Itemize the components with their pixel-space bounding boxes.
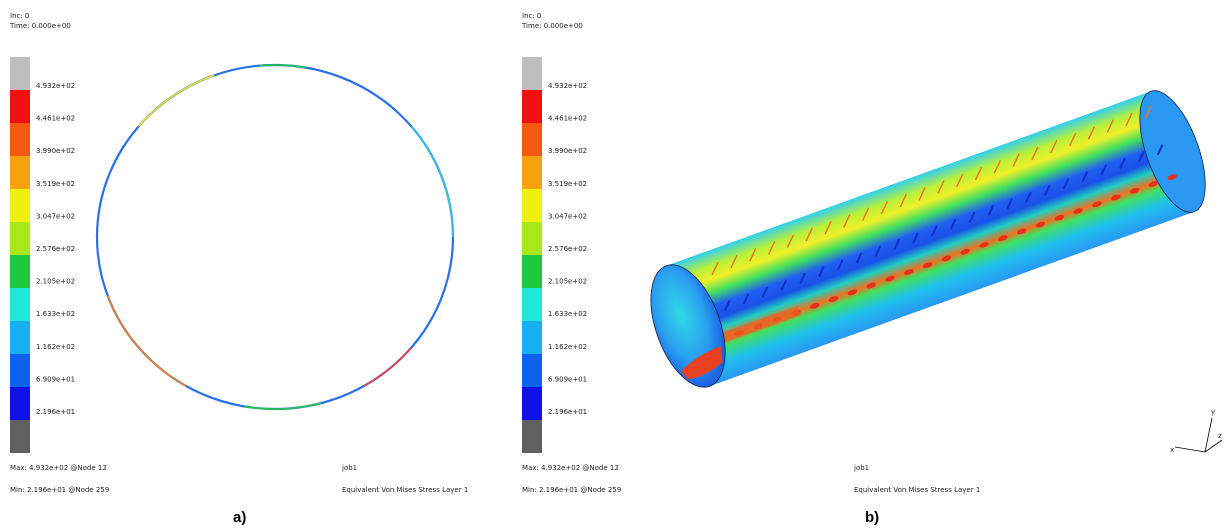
- min: Min: 2.196e+01 @Node 259: [522, 486, 621, 494]
- time: Time: 0.000e+00: [521, 22, 583, 30]
- legend-swatch: [522, 123, 542, 156]
- ring-segment: [259, 65, 305, 68]
- increment: Inc: 0: [10, 12, 29, 20]
- job: job1: [341, 464, 357, 472]
- legend-label: 2.105e+02: [548, 278, 587, 286]
- stress-ring: [97, 65, 453, 409]
- legend-swatch: [10, 156, 30, 189]
- job: job1: [853, 464, 869, 472]
- ring-segment: [244, 403, 321, 409]
- legend-swatch: [522, 222, 542, 255]
- legend-label: 1.633e+02: [548, 310, 587, 318]
- legend-label: 2.196e+01: [36, 408, 75, 416]
- legend-swatch: [10, 57, 30, 90]
- legend-label: 1.633e+02: [36, 310, 75, 318]
- legend-label: 4.461e+02: [36, 115, 75, 123]
- time: Time: 0.000e+00: [9, 22, 71, 30]
- legend-swatch: [522, 90, 542, 123]
- legend-swatch: [522, 156, 542, 189]
- axis-line: [1205, 440, 1222, 452]
- ring-segment: [108, 296, 186, 386]
- legend-label: 2.576e+02: [36, 245, 75, 253]
- axis-label: y: [1211, 408, 1215, 416]
- axis-line: [1205, 418, 1212, 452]
- legend-label: 6.909e+01: [36, 375, 75, 383]
- axis-line: [1175, 447, 1205, 452]
- legend-swatch: [522, 321, 542, 354]
- ring-segment: [364, 348, 411, 386]
- legend-label: 3.519e+02: [548, 180, 587, 188]
- legend-swatch: [522, 420, 542, 453]
- legend-label: 2.576e+02: [548, 245, 587, 253]
- legend-swatch: [10, 255, 30, 288]
- legend-label: 3.519e+02: [36, 180, 75, 188]
- axis-label: z: [1218, 432, 1222, 440]
- legend-swatch: [10, 321, 30, 354]
- legend-swatch: [10, 420, 30, 453]
- legend-swatch: [10, 354, 30, 387]
- legend-swatch: [522, 387, 542, 420]
- axis-triad: y x z: [1170, 408, 1222, 454]
- legend-label: 4.461e+02: [548, 115, 587, 123]
- legend-label: 4.932e+02: [548, 82, 587, 90]
- legend-swatch: [10, 288, 30, 321]
- legend-swatch: [10, 189, 30, 222]
- legend-swatch: [10, 90, 30, 123]
- caption: b): [865, 509, 879, 526]
- quantity: Equivalent Von Mises Stress Layer 1: [854, 486, 980, 494]
- legend-swatch: [10, 222, 30, 255]
- increment: Inc: 0: [522, 12, 541, 20]
- legend-swatch: [522, 255, 542, 288]
- ring-segment: [139, 75, 214, 126]
- ring: [97, 65, 453, 409]
- legend-label: 2.105e+02: [36, 278, 75, 286]
- legend-label: 6.909e+01: [548, 375, 587, 383]
- max: Max: 4.932e+02 @Node 12: [10, 464, 107, 472]
- max: Max: 4.932e+02 @Node 12: [522, 464, 619, 472]
- axis-label: x: [1170, 446, 1174, 454]
- min: Min: 2.196e+01 @Node 259: [10, 486, 109, 494]
- legend-swatch: [10, 387, 30, 420]
- legend-swatch: [10, 123, 30, 156]
- legend-label: 3.047e+02: [548, 212, 587, 220]
- panel: Inc: 0 Time: 0.000e+00 4.932e+02 4.461e+02 3…: [9, 12, 468, 526]
- cylinder: [636, 83, 1218, 398]
- legend-label: 3.990e+02: [36, 147, 75, 155]
- caption: a): [233, 509, 246, 526]
- legend-label: 2.196e+01: [548, 408, 587, 416]
- legend-label: 1.162e+02: [36, 343, 75, 351]
- ring-segment: [411, 126, 453, 237]
- legend-label: 4.932e+02: [36, 82, 75, 90]
- legend-swatch: [522, 354, 542, 387]
- legend-label: 1.162e+02: [548, 343, 587, 351]
- cylinder-body: [666, 91, 1194, 386]
- quantity: Equivalent Von Mises Stress Layer 1: [342, 486, 468, 494]
- legend-swatch: [522, 57, 542, 90]
- legend-swatch: [522, 189, 542, 222]
- legend-label: 3.047e+02: [36, 212, 75, 220]
- legend-swatch: [522, 288, 542, 321]
- figure: y x z Inc: 0 Time: 0.000e+00 4.932e+02 4.46…: [0, 0, 1225, 530]
- legend-label: 3.990e+02: [548, 147, 587, 155]
